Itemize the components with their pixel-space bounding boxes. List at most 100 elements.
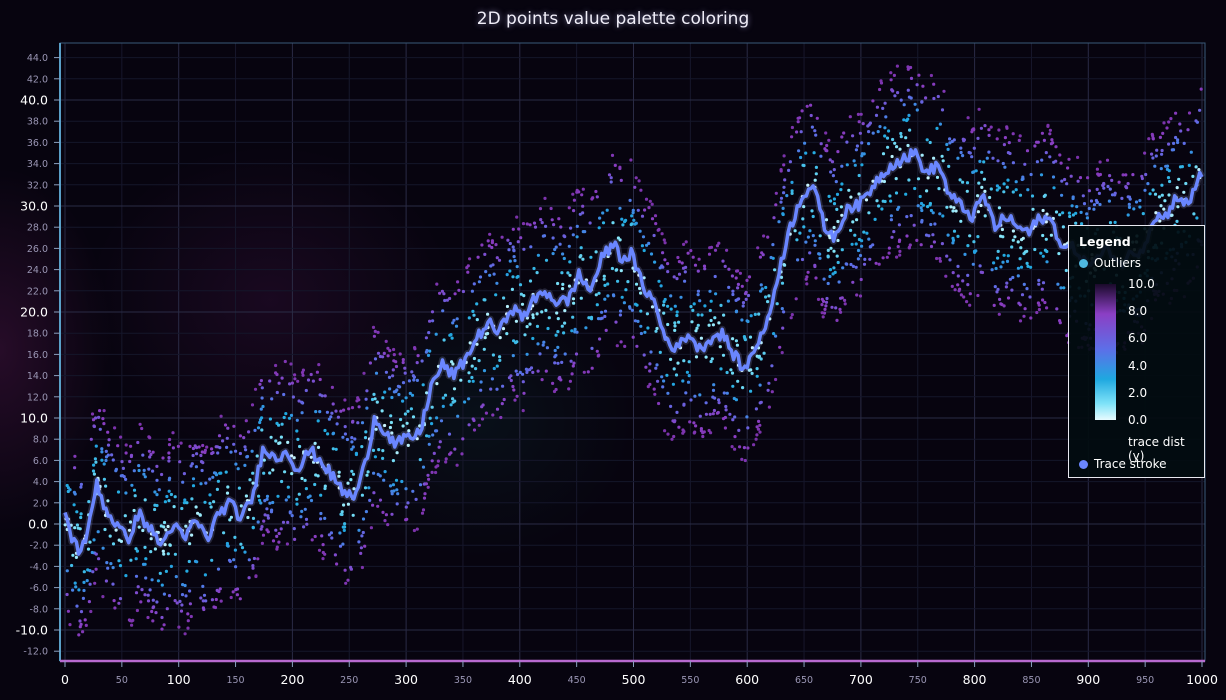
outlier-point	[287, 416, 292, 420]
outlier-point	[1151, 188, 1155, 192]
outlier-point	[968, 303, 972, 307]
outlier-point	[325, 410, 329, 414]
outlier-point	[357, 405, 361, 409]
outlier-point	[118, 564, 123, 568]
outlier-point	[430, 470, 434, 474]
outlier-point	[618, 166, 622, 171]
outlier-point	[314, 410, 318, 414]
outlier-point	[931, 233, 935, 237]
outlier-point	[956, 283, 960, 287]
outlier-point	[218, 587, 222, 591]
outlier-point	[390, 512, 394, 516]
outlier-point	[570, 329, 574, 333]
outlier-point	[1141, 212, 1145, 216]
outlier-point	[426, 473, 430, 477]
outlier-point	[512, 248, 516, 252]
outlier-point	[330, 385, 334, 389]
outlier-point	[884, 115, 888, 119]
outlier-point	[596, 317, 601, 321]
outlier-point	[558, 242, 562, 246]
outlier-point	[1021, 236, 1025, 240]
outlier-point	[691, 308, 695, 312]
outlier-point	[1041, 298, 1045, 302]
outlier-point	[89, 609, 93, 614]
outlier-point	[505, 332, 509, 336]
outlier-point	[292, 527, 296, 531]
outlier-point	[877, 204, 881, 208]
outlier-point	[352, 487, 356, 491]
outlier-point	[94, 567, 98, 571]
outlier-point	[553, 348, 557, 353]
outlier-point	[87, 600, 91, 604]
outlier-point	[929, 73, 934, 78]
outlier-point	[525, 325, 529, 329]
outlier-point	[1043, 193, 1047, 197]
outlier-point	[150, 578, 154, 582]
outlier-point	[698, 299, 702, 303]
legend-item-trace-stroke[interactable]: Trace stroke	[1079, 456, 1167, 472]
outlier-point	[365, 406, 369, 410]
outlier-point	[335, 422, 339, 426]
outlier-point	[675, 310, 679, 314]
outlier-point	[94, 460, 98, 464]
outlier-point	[602, 274, 606, 278]
outlier-point	[1085, 216, 1089, 220]
outlier-point	[1162, 121, 1166, 125]
outlier-point	[1146, 182, 1150, 186]
y-tick-label: 38.0	[27, 117, 48, 128]
outlier-point	[340, 510, 344, 514]
outlier-point	[350, 447, 354, 451]
outlier-point	[142, 468, 146, 472]
outlier-point	[746, 426, 750, 430]
outlier-point	[841, 266, 845, 270]
outlier-point	[262, 471, 266, 475]
outlier-point	[489, 387, 493, 391]
outlier-point	[466, 264, 470, 268]
outlier-point	[711, 323, 716, 327]
outlier-point	[499, 415, 503, 420]
outlier-point	[309, 498, 314, 503]
outlier-point	[920, 153, 924, 157]
outlier-point	[150, 609, 154, 614]
outlier-point	[932, 96, 936, 101]
outlier-point	[470, 289, 474, 293]
outlier-point	[703, 267, 707, 271]
outlier-point	[104, 449, 108, 453]
outlier-point	[945, 142, 949, 147]
outlier-point	[666, 262, 670, 266]
outlier-point	[71, 553, 75, 557]
outlier-point	[790, 125, 795, 130]
outlier-point	[917, 73, 921, 77]
outlier-point	[688, 420, 692, 424]
outlier-point	[951, 209, 955, 213]
outlier-point	[697, 257, 701, 261]
outlier-point	[1008, 277, 1013, 281]
outlier-point	[731, 418, 735, 422]
outlier-point	[802, 225, 806, 229]
outlier-point	[909, 65, 913, 70]
outlier-point	[168, 476, 172, 480]
legend-panel[interactable]: Legend Outliers 10.0 8.0 6.0 4.0 2.0 0.0…	[1068, 225, 1205, 478]
outlier-point	[159, 524, 163, 528]
outlier-point	[471, 417, 475, 421]
outlier-point	[619, 340, 623, 344]
palette-tick-label: 4.0	[1128, 358, 1148, 373]
outlier-point	[1002, 190, 1006, 194]
outlier-point	[717, 398, 721, 402]
outlier-point	[669, 404, 673, 408]
outlier-point	[412, 528, 416, 533]
palette-tick-label: 6.0	[1128, 331, 1148, 346]
outlier-point	[757, 312, 761, 316]
outlier-point	[490, 377, 494, 381]
outlier-point	[250, 449, 254, 453]
legend-item-outliers[interactable]: Outliers	[1079, 255, 1141, 271]
outlier-point	[857, 192, 861, 196]
outlier-point	[762, 351, 766, 355]
outlier-point	[881, 199, 885, 203]
outlier-point	[283, 359, 287, 364]
outlier-point	[235, 593, 239, 597]
outlier-point	[113, 606, 117, 610]
outlier-point	[279, 435, 283, 439]
outlier-point	[983, 124, 987, 128]
